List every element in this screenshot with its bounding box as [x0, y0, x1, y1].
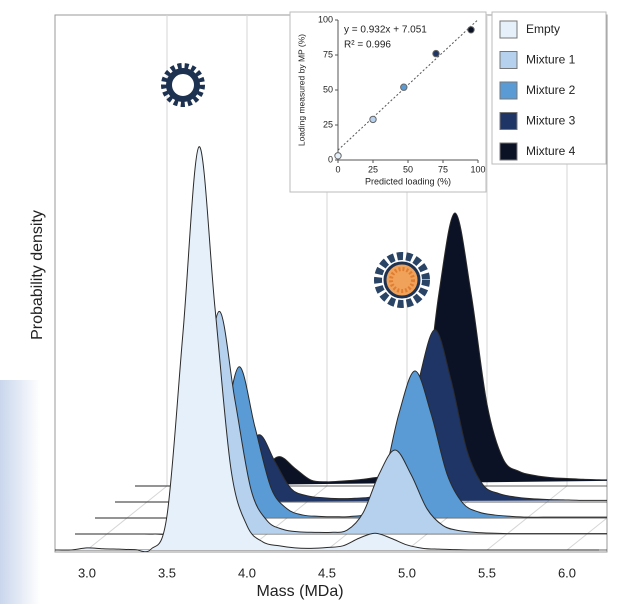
- legend-swatch: [499, 51, 518, 69]
- x-tick-label: 5.0: [398, 565, 416, 580]
- inset-x-tick-label: 50: [403, 164, 413, 174]
- inset-x-tick-label: 75: [438, 164, 448, 174]
- legend-swatch: [499, 81, 518, 100]
- legend: Empty Mixture 1 Mixture 2 Mixture 3 Mixture …: [491, 11, 607, 165]
- inset-y-label: Loading measured by MP (%): [296, 34, 306, 146]
- inset-x-tick-label: 100: [470, 164, 485, 174]
- inset: 0 25 50 75 100 0 25 50 75 100 Predicted loading (%…: [289, 11, 487, 193]
- background-edge: [0, 380, 40, 604]
- x-tick-label: 4.5: [318, 565, 336, 580]
- y-axis-label: Probability density: [29, 210, 46, 340]
- legend-swatch: [499, 20, 518, 39]
- inset-point: [400, 83, 408, 91]
- ring-icon: [161, 63, 205, 107]
- inset-point: [369, 115, 377, 124]
- x-tick-label: 6.0: [558, 565, 576, 580]
- x-tick-label: 3.0: [78, 565, 96, 580]
- legend-label: Mixture 4: [526, 144, 576, 158]
- inset-y-tick-label: 0: [328, 154, 333, 164]
- inset-x-tick-label: 0: [335, 164, 340, 174]
- equation: y = 0.932x + 7.051: [344, 25, 427, 36]
- inset-point: [467, 26, 475, 34]
- r-squared: R² = 0.996: [344, 40, 391, 51]
- legend-label: Mixture 3: [526, 114, 576, 128]
- inset-y-tick-label: 25: [323, 119, 333, 129]
- x-tick-label: 4.0: [238, 565, 256, 580]
- inset-point: [432, 49, 440, 58]
- inset-y-tick-label: 50: [323, 84, 333, 94]
- legend-label: Mixture 1: [526, 53, 576, 67]
- inset-point: [334, 152, 342, 160]
- x-axis: 3.0 3.5 4.0 4.5 5.0 5.5 6.0: [78, 565, 576, 580]
- legend-swatch: [499, 112, 518, 130]
- floor-grid-line: [566, 517, 607, 551]
- legend-swatch: [499, 142, 518, 161]
- inset-x-tick-label: 25: [368, 164, 378, 174]
- inset-y-tick-label: 100: [318, 14, 333, 24]
- particle-icon: [374, 252, 430, 308]
- inset-x-label: Predicted loading (%): [365, 176, 451, 186]
- legend-label: Mixture 2: [526, 83, 576, 97]
- plot-area: [55, 15, 607, 552]
- inset-frame: [289, 11, 487, 193]
- density-curve: [55, 146, 599, 552]
- x-axis-label: Mass (MDa): [256, 583, 343, 600]
- x-tick-label: 3.5: [158, 565, 176, 580]
- inset-y-tick-label: 75: [323, 49, 333, 59]
- x-tick-label: 5.5: [478, 565, 496, 580]
- legend-label: Empty: [526, 22, 560, 36]
